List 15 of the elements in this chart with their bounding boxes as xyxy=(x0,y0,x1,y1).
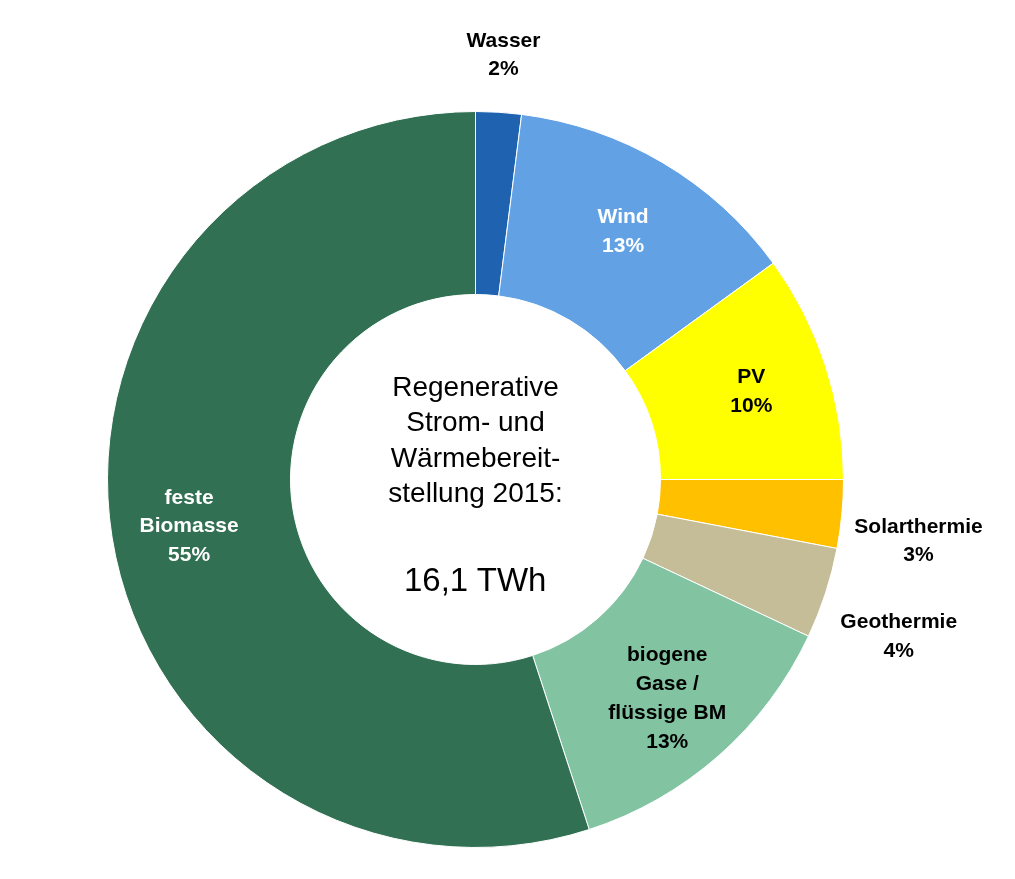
slice-label: Solarthermie xyxy=(854,513,983,537)
data-label: 2% xyxy=(488,56,519,80)
data-label: 4% xyxy=(883,637,915,661)
slice-label: Wasser xyxy=(466,27,541,51)
data-label: 3% xyxy=(903,542,935,566)
slice-label: feste Biomasse xyxy=(139,484,239,537)
slice-label: biogene Gase / flüssige BM xyxy=(608,642,727,723)
slice-label: Geothermie xyxy=(840,609,958,633)
slice-label: PV xyxy=(737,364,766,388)
data-label: 13% xyxy=(602,232,645,256)
chart-title: Regenerative Strom- und Wärmebereit- stellung 2015: 16,1 TWh xyxy=(388,370,563,598)
data-label: 55% xyxy=(168,542,211,566)
slice-label: Wind xyxy=(597,204,649,228)
data-label: 13% xyxy=(646,728,689,752)
data-label: 10% xyxy=(730,392,773,416)
